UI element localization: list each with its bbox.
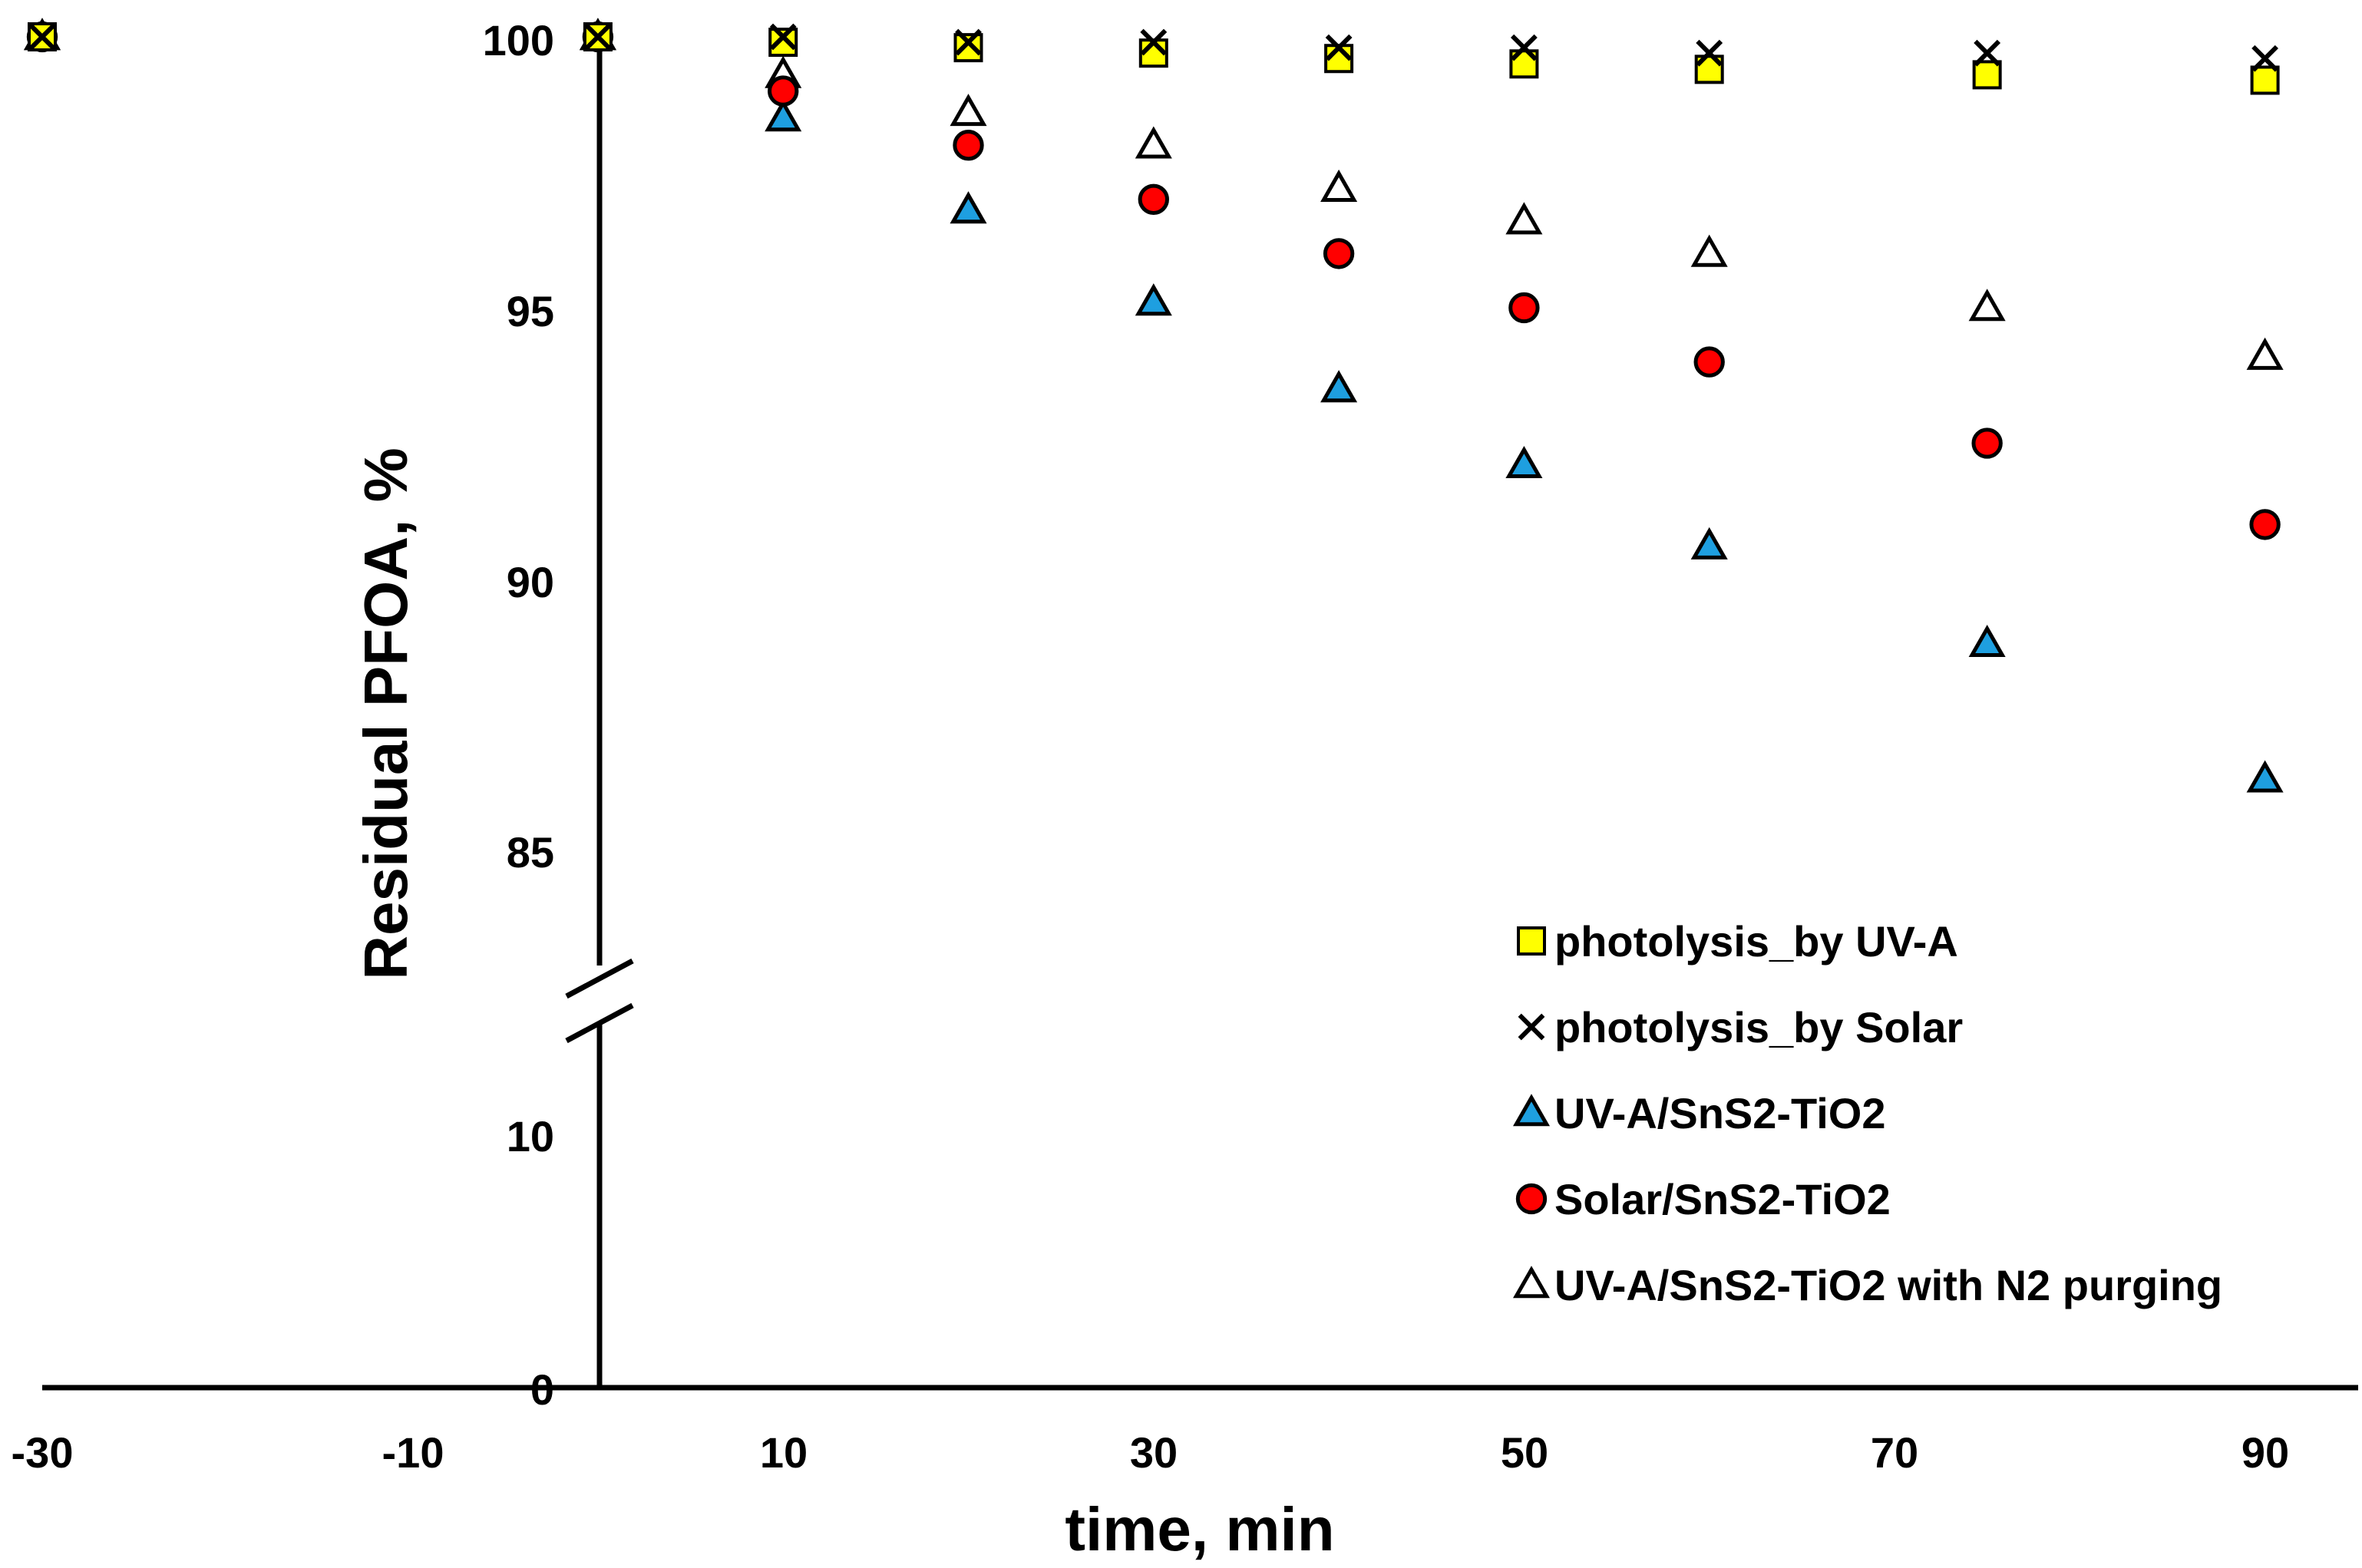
point-s3-6 — [1508, 292, 1540, 324]
point-s1-3 — [955, 28, 982, 56]
legend-label-uva-sns2-tio2-n2: UV-A/SnS2-TiO2 with N2 purging — [1554, 1261, 2222, 1309]
data-markers — [23, 18, 2284, 793]
x-tick-label-10: 10 — [760, 1428, 808, 1477]
point-s2-5 — [1320, 370, 1358, 403]
point-s0-2 — [768, 28, 798, 58]
legend-marker-1-stroke-b — [1518, 1013, 1545, 1041]
point-s1-6-stroke-b — [1510, 34, 1538, 61]
y-tick-label-10: 10 — [507, 1112, 554, 1160]
point-s1-4 — [1140, 28, 1168, 56]
legend-label-uva-photolysis: photolysis_by UV-A — [1554, 917, 1958, 966]
point-s1-5 — [1325, 34, 1353, 61]
y-axis-title: Residual PFOA, % — [352, 447, 420, 979]
point-s4-3 — [950, 94, 987, 127]
point-s4-6 — [1505, 202, 1543, 235]
legend-marker-1 — [1518, 1013, 1545, 1041]
point-s4-5 — [1320, 169, 1358, 202]
x-tick-label-70: 70 — [1871, 1428, 1918, 1477]
point-s1-3-stroke-b — [955, 28, 982, 56]
legend-marker-4 — [1512, 1266, 1551, 1299]
point-s3-8 — [1971, 427, 2003, 459]
legend-marker-2 — [1512, 1094, 1551, 1127]
point-s4-8 — [1968, 289, 2006, 322]
x-tick-label-50: 50 — [1501, 1428, 1548, 1477]
point-s3-5 — [1323, 238, 1355, 269]
y-tick-label-0: 0 — [530, 1365, 554, 1414]
point-s1-4-stroke-b — [1140, 28, 1168, 56]
point-s2-4 — [1135, 283, 1172, 316]
legend-label-solar-sns2-tio2: Solar/SnS2-TiO2 — [1554, 1175, 1891, 1223]
y-tick-label-100: 100 — [483, 16, 554, 64]
x-tick-label-30: 30 — [1130, 1428, 1178, 1477]
point-s1-2-stroke-b — [769, 23, 797, 51]
legend-marker-3 — [1515, 1183, 1548, 1215]
point-s0-9 — [2250, 65, 2280, 95]
series-0-markers — [28, 22, 2280, 95]
y-tick-label-95: 95 — [507, 287, 554, 335]
point-s1-2 — [769, 23, 797, 51]
point-s3-2 — [768, 75, 799, 107]
point-s0-3 — [953, 33, 983, 63]
point-s4-4 — [1135, 126, 1172, 159]
point-s2-7 — [1690, 527, 1728, 560]
point-s1-8 — [1974, 39, 2001, 67]
y-tick-label-90: 90 — [507, 558, 554, 606]
point-s2-6 — [1505, 445, 1543, 479]
point-s1-0 — [28, 23, 56, 51]
x-axis-title: time, min — [1065, 1495, 1334, 1563]
point-s1-9 — [2251, 45, 2279, 72]
point-s3-3 — [953, 130, 984, 161]
point-s1-7-stroke-b — [1696, 39, 1723, 67]
point-s3-4 — [1138, 183, 1169, 215]
axis-break-mark-upper — [565, 958, 634, 999]
point-s1-7 — [1696, 39, 1723, 67]
point-s0-8 — [1972, 60, 2002, 90]
point-s1-6 — [1510, 34, 1538, 61]
legend-label-solar-photolysis: photolysis_by Solar — [1554, 1003, 1963, 1051]
x-tick-label-neg30: -30 — [12, 1428, 74, 1477]
legend-marker-0 — [1517, 926, 1546, 956]
point-s1-1 — [584, 23, 612, 51]
point-s1-8-stroke-b — [1974, 39, 2001, 67]
point-s3-7 — [1693, 346, 1725, 378]
point-s1-1-stroke-b — [584, 23, 612, 51]
point-s2-9 — [2246, 760, 2284, 793]
point-s2-2 — [765, 99, 802, 132]
point-s1-5-stroke-b — [1325, 34, 1353, 61]
point-s2-8 — [1968, 624, 2006, 658]
x-tick-label-neg10: -10 — [382, 1428, 444, 1477]
legend: photolysis_by UV-A photolysis_by Solar U… — [1512, 917, 2222, 1309]
point-s1-9-stroke-b — [2251, 45, 2279, 72]
axis-break-mark-lower — [565, 1002, 634, 1044]
point-s4-9 — [2246, 337, 2284, 370]
legend-label-uva-sns2-tio2: UV-A/SnS2-TiO2 — [1554, 1089, 1886, 1137]
y-tick-label-85: 85 — [507, 828, 554, 876]
series-1-markers — [28, 23, 2279, 72]
point-s4-7 — [1690, 234, 1728, 267]
point-s2-3 — [950, 191, 987, 224]
x-tick-label-90: 90 — [2241, 1428, 2289, 1477]
point-s3-9 — [2249, 509, 2281, 540]
point-s1-0-stroke-b — [28, 23, 56, 51]
